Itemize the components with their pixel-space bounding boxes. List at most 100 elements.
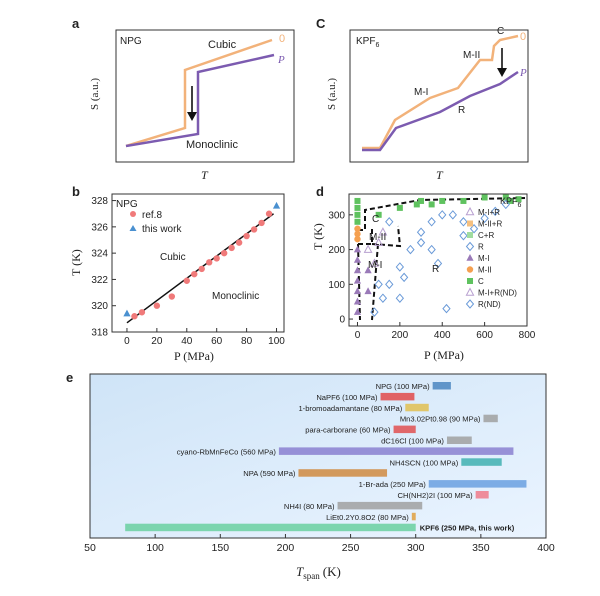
panel-d-point-R xyxy=(469,223,479,234)
panel-e-frame xyxy=(89,373,547,539)
panel-d-point-C xyxy=(460,197,467,204)
panel-d-legend-label: R xyxy=(478,243,484,252)
panel-d-point-MI xyxy=(353,256,362,263)
panel-d-legend-label: C+R xyxy=(478,231,494,240)
panel-d-legend-marker xyxy=(465,206,475,216)
panel-c-legend-P: P xyxy=(519,67,527,79)
panel-e-bar xyxy=(475,491,489,499)
panel-d-point-MII xyxy=(354,230,361,238)
panel-d-ticks: 0 200 400 600 800 0 100 200 300 xyxy=(328,210,535,341)
panel-e-bar xyxy=(428,480,527,488)
panel-d-point-C xyxy=(418,197,425,204)
panel-d-ytick-label: 0 xyxy=(339,315,345,326)
panel-d-legend-label: C xyxy=(478,277,484,286)
panel-d-point-MI xyxy=(364,266,372,274)
panel-e-bar-label: Mn3.02Pt0.98 (90 MPa) xyxy=(400,415,481,424)
panel-d-xlabel: P (MPa) xyxy=(424,348,464,362)
panel-d-ytick-label: 300 xyxy=(328,210,345,221)
panel-b-ytick-label: 318 xyxy=(91,328,108,339)
panel-d-points xyxy=(353,194,522,317)
panel-b-legend-ref8: ref.8 xyxy=(142,210,162,221)
panel-b-letter: b xyxy=(72,184,80,199)
panel-e-bar xyxy=(298,469,388,477)
panel-b-xlabel: P (MPa) xyxy=(174,349,214,363)
panel-d-point-MIR xyxy=(378,227,388,236)
panel-d-legend-marker xyxy=(467,278,473,284)
panel-d-legend-marker xyxy=(465,287,475,296)
panel-d-point-R xyxy=(416,237,426,248)
panel-d-point-R xyxy=(395,262,405,272)
panel-e-bar xyxy=(483,414,498,423)
panel-c-MI: M-I xyxy=(414,87,428,98)
panel-b-point-ref8 xyxy=(191,270,198,278)
panel-a-legend-0: 0 xyxy=(279,33,285,45)
panel-d-legend-marker xyxy=(465,241,475,252)
panel-d-point-R xyxy=(385,217,394,227)
panel-d-xtick-label: 0 xyxy=(355,330,361,341)
panel-b-xtick-label: 60 xyxy=(211,336,223,347)
panel-b-points xyxy=(123,201,281,320)
panel-d-point-RND xyxy=(395,293,405,303)
panel-d-point-C xyxy=(439,197,446,204)
panel-d-MI: M-I xyxy=(368,260,382,271)
panel-a-letter: a xyxy=(72,16,80,31)
panel-b-legend-thiswork-marker xyxy=(129,225,137,231)
panel-b-point-ref8 xyxy=(168,293,176,300)
panel-d-boundary-2 xyxy=(358,226,373,245)
panel-d-point-R xyxy=(370,307,379,317)
panel-e-xtick-label: 350 xyxy=(472,542,490,554)
panel-c-frame xyxy=(349,29,529,163)
panel-b-ytick-label: 324 xyxy=(91,249,108,260)
panel-d-point-R xyxy=(427,217,436,227)
panel-d-point-C xyxy=(354,211,361,218)
panel-b-ytick-label: 328 xyxy=(91,196,108,207)
panel-c-legend-0: 0 xyxy=(520,31,526,43)
panel-d-letter: d xyxy=(316,184,324,199)
panel-e-bar-label: NH4I (80 MPa) xyxy=(284,502,335,511)
panel-e-bar-label: LiEt0.2Y0.8O2 (80 MPa) xyxy=(326,513,409,522)
panel-e-bar-label: NPA (590 MPa) xyxy=(243,469,296,478)
panel-e-bar xyxy=(125,523,416,532)
panel-d-point-MII xyxy=(354,235,361,243)
panel-c-MII: M-II xyxy=(463,50,480,61)
panel-d-point-C xyxy=(428,201,435,208)
panel-e-bar-label: para-carborane (60 MPa) xyxy=(305,426,391,435)
panel-d-title: KPF6 xyxy=(500,196,522,209)
panel-c-title: KPF6 xyxy=(356,36,379,49)
panel-c-R: R xyxy=(458,105,465,116)
panel-d-legend-marker xyxy=(465,299,475,309)
panel-d-legend-marker xyxy=(467,220,473,227)
panel-e-xtick-label: 200 xyxy=(277,542,295,554)
panel-d-point-R xyxy=(378,293,388,303)
panel-d-point-R xyxy=(438,210,447,220)
panel-d-point-MI xyxy=(353,245,362,253)
panel-d-point-C xyxy=(354,204,361,211)
panel-b-ylabel: T (K) xyxy=(69,249,83,276)
panel-d-xtick-label: 200 xyxy=(392,330,409,341)
panel-a-legend-P: P xyxy=(277,54,285,66)
panel-d-legend-marker xyxy=(467,232,473,238)
panel-e-bar-label: NPG (100 MPa) xyxy=(376,382,430,391)
panel-b-point-ref8 xyxy=(153,302,161,309)
panel-d-legend-marker xyxy=(466,266,474,273)
panel-b-point-ref8 xyxy=(183,277,190,284)
panel-e-xtick-label: 300 xyxy=(407,542,425,554)
panel-d-point-MI xyxy=(353,266,362,274)
panel-c-letter: C xyxy=(316,16,326,31)
panel-b-xtick-label: 0 xyxy=(124,336,130,347)
panel-b-point-thiswork xyxy=(272,201,281,209)
panel-b-point-ref8 xyxy=(258,219,265,227)
panel-e-bar xyxy=(337,501,423,510)
panel-d-point-C xyxy=(507,197,514,204)
panel-d-xtick-label: 400 xyxy=(434,330,451,341)
panel-d-xtick-label: 800 xyxy=(519,330,536,341)
panel-b-xtick-label: 40 xyxy=(181,336,193,347)
panel-e-bar-label: cyano-RbMnFeCo (560 MPa) xyxy=(177,447,277,456)
panel-b-monoclinic: Monoclinic xyxy=(212,291,259,302)
panel-b-point-ref8 xyxy=(235,239,243,246)
panel-e-xtick-label: 100 xyxy=(146,542,164,554)
panel-c-curve-P xyxy=(362,70,519,152)
panel-a-ylabel: S (a.u.) xyxy=(89,78,101,110)
panel-d-legend-label: M-I+R(ND) xyxy=(478,289,517,298)
panel-a-curve-P xyxy=(125,53,275,148)
